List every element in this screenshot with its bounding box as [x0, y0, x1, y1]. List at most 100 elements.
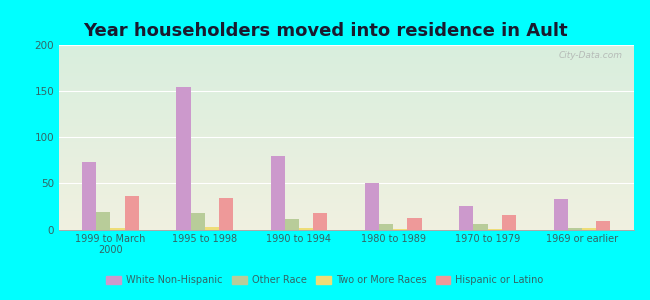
- Bar: [58, 68, 634, 69]
- Bar: [58, 119, 634, 120]
- Bar: [58, 186, 634, 187]
- Bar: [58, 175, 634, 176]
- Bar: [58, 157, 634, 158]
- Bar: [58, 70, 634, 71]
- Bar: [58, 153, 634, 154]
- Bar: [58, 168, 634, 169]
- Bar: [58, 57, 634, 58]
- Bar: [58, 204, 634, 205]
- Bar: [58, 149, 634, 150]
- Bar: [58, 139, 634, 140]
- Bar: [58, 80, 634, 81]
- Bar: [58, 59, 634, 60]
- Bar: [58, 54, 634, 55]
- Bar: [58, 150, 634, 151]
- Bar: [58, 211, 634, 212]
- Bar: [58, 102, 634, 103]
- Bar: [58, 73, 634, 74]
- Bar: [58, 85, 634, 86]
- Bar: [58, 165, 634, 166]
- Bar: [58, 78, 634, 79]
- Bar: [58, 228, 634, 229]
- Bar: [58, 65, 634, 66]
- Bar: [58, 115, 634, 116]
- Bar: [58, 56, 634, 57]
- Bar: [488, 229, 502, 230]
- Bar: [58, 132, 634, 133]
- Bar: [285, 219, 299, 230]
- Bar: [58, 90, 634, 91]
- Bar: [58, 135, 634, 136]
- Bar: [313, 213, 327, 230]
- Bar: [58, 142, 634, 143]
- Bar: [58, 170, 634, 171]
- Bar: [58, 152, 634, 153]
- Bar: [58, 75, 634, 76]
- Bar: [58, 208, 634, 209]
- Bar: [58, 124, 634, 125]
- Bar: [58, 227, 634, 228]
- Bar: [58, 158, 634, 159]
- Bar: [58, 151, 634, 152]
- Bar: [58, 197, 634, 198]
- Bar: [58, 58, 634, 59]
- Text: Year householders moved into residence in Ault: Year householders moved into residence i…: [83, 22, 567, 40]
- Bar: [58, 184, 634, 185]
- Bar: [58, 97, 634, 98]
- Bar: [58, 169, 634, 170]
- Bar: [58, 221, 634, 222]
- Bar: [58, 71, 634, 72]
- Bar: [58, 86, 634, 87]
- Bar: [58, 182, 634, 183]
- Bar: [58, 83, 634, 84]
- Bar: [58, 95, 634, 96]
- Bar: [582, 228, 596, 230]
- Bar: [58, 224, 634, 225]
- Bar: [58, 63, 634, 64]
- Bar: [58, 105, 634, 106]
- Bar: [58, 64, 634, 65]
- Bar: [58, 179, 634, 180]
- Bar: [58, 53, 634, 54]
- Bar: [58, 66, 634, 67]
- Bar: [58, 225, 634, 226]
- Bar: [58, 223, 634, 224]
- Bar: [58, 154, 634, 155]
- Bar: [58, 222, 634, 223]
- Bar: [58, 110, 634, 111]
- Bar: [58, 82, 634, 83]
- Bar: [58, 190, 634, 191]
- Bar: [58, 121, 634, 122]
- Bar: [205, 227, 219, 230]
- Bar: [58, 141, 634, 142]
- Bar: [58, 198, 634, 199]
- Bar: [58, 136, 634, 137]
- Bar: [58, 98, 634, 99]
- Bar: [58, 74, 634, 75]
- Bar: [58, 199, 634, 200]
- Bar: [58, 169, 634, 170]
- Bar: [58, 188, 634, 189]
- Bar: [58, 185, 634, 186]
- Bar: [58, 209, 634, 210]
- Bar: [58, 180, 634, 181]
- Bar: [58, 93, 634, 94]
- Bar: [58, 106, 634, 107]
- Bar: [58, 172, 634, 173]
- Bar: [58, 116, 634, 117]
- Bar: [58, 96, 634, 97]
- Bar: [58, 163, 634, 164]
- Bar: [190, 213, 205, 230]
- Bar: [58, 189, 634, 190]
- Bar: [58, 113, 634, 114]
- Bar: [58, 134, 634, 135]
- Bar: [58, 89, 634, 90]
- Bar: [58, 145, 634, 146]
- Bar: [58, 177, 634, 178]
- Bar: [58, 92, 634, 93]
- Bar: [58, 111, 634, 112]
- Bar: [58, 210, 634, 211]
- Bar: [58, 61, 634, 62]
- Bar: [58, 206, 634, 207]
- Bar: [58, 183, 634, 184]
